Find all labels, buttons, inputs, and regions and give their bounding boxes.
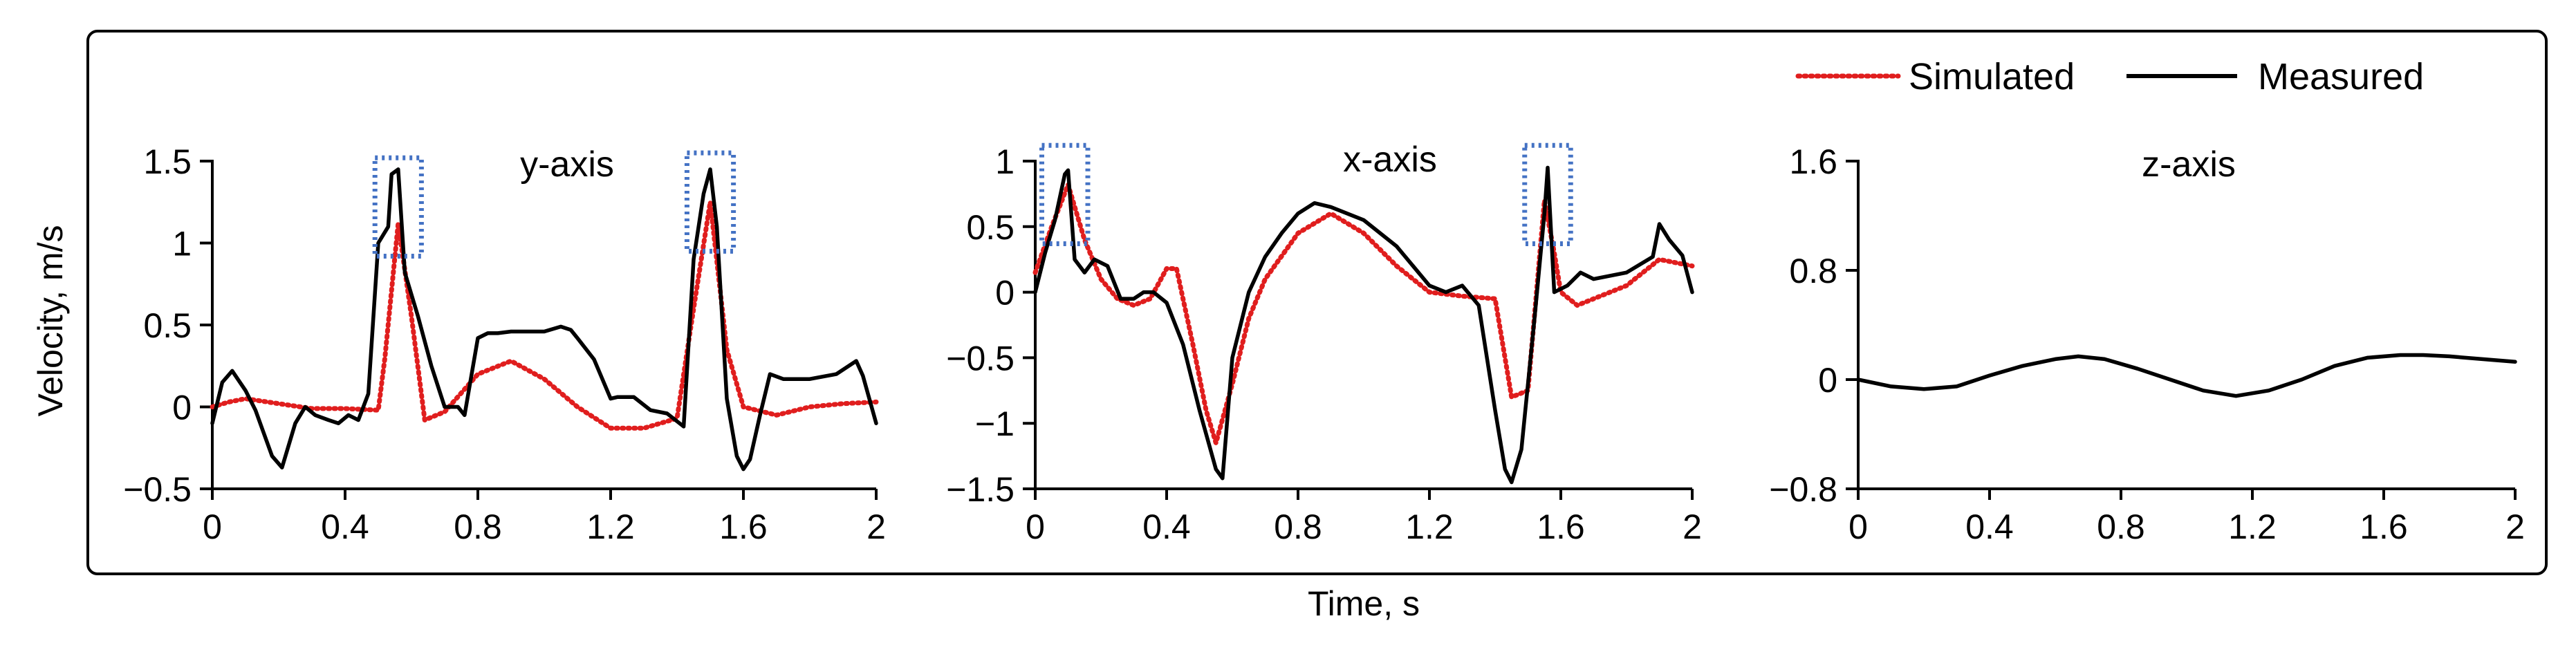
x-tick-label: 0: [1026, 507, 1045, 546]
legend: Simulated Measured: [1795, 56, 2424, 97]
y-tick-label: −0.5: [123, 470, 192, 509]
x-tick-label: 1.6: [1537, 507, 1585, 546]
highlight-box: [1522, 142, 1573, 246]
y-tick-label: 0: [995, 274, 1014, 313]
x-tick-label: 1.6: [2360, 507, 2408, 546]
y-tick-label: 0: [1818, 361, 1837, 400]
panel-y-axis: 0 0.4 0.8 1.2 1.6 2 −0.5 0 0.5 1 1.5 y-axis: [123, 142, 886, 546]
x-tick-label: 2: [867, 507, 886, 546]
x-tick-label: 1.2: [1405, 507, 1454, 546]
x-tick-label: 1.6: [719, 507, 768, 546]
x-tick-label: 1.2: [586, 507, 635, 546]
y-tick-label: 0.8: [1789, 252, 1837, 290]
x-tick-label: 2: [1683, 507, 1702, 546]
x-tick-label: 1.2: [2228, 507, 2277, 546]
x-tick-label: 0.4: [321, 507, 369, 546]
y-tick-label: −1: [975, 404, 1014, 443]
panel-title: x-axis: [1343, 140, 1437, 180]
y-tick-label: 0.5: [966, 208, 1014, 247]
highlight-box: [1039, 142, 1091, 246]
figure-frame: [86, 30, 2548, 575]
x-tick-label: 2: [2505, 507, 2525, 546]
y-tick-label: −0.8: [1769, 470, 1837, 509]
x-tick-label: 0.8: [454, 507, 502, 546]
x-tick-label: 0.4: [1142, 507, 1191, 546]
highlight-box: [684, 150, 736, 254]
y-tick-label: 0.5: [143, 306, 192, 345]
y-tick-label: 0: [172, 389, 192, 427]
measured-series-line: [1856, 353, 2517, 398]
x-tick-label: 0: [203, 507, 222, 546]
panel-z-axis: 0 0.4 0.8 1.2 1.6 2 −0.8 0 0.8 1.6 z-axis: [1769, 142, 2525, 546]
x-tick-label: 0: [1848, 507, 1868, 546]
highlight-box: [372, 155, 424, 259]
x-axis-label: Time, s: [1308, 584, 1420, 623]
simulated-series-line: [210, 199, 879, 431]
panel-x-axis: 0 0.4 0.8 1.2 1.6 2 −1.5 −1 −0.5 0 0.5 1 x-axis: [946, 140, 1702, 546]
y-tick-label: −0.5: [946, 339, 1014, 378]
panel-title: y-axis: [520, 145, 614, 185]
y-tick-label: 1.6: [1789, 142, 1837, 181]
measured-series-line: [210, 167, 878, 472]
y-axis-label: Velocity, m/s: [31, 225, 70, 417]
legend-simulated-label: Simulated: [1909, 56, 2075, 97]
x-tick-label: 0.4: [1965, 507, 2014, 546]
y-tick-label: 1: [995, 142, 1014, 181]
legend-measured-label: Measured: [2258, 56, 2424, 97]
y-tick-label: 1.5: [143, 142, 192, 181]
x-tick-label: 0.8: [1274, 507, 1322, 546]
panel-title: z-axis: [2142, 145, 2236, 185]
measured-series-line: [1033, 165, 1694, 485]
y-tick-label: −1.5: [946, 470, 1014, 509]
y-tick-label: 1: [172, 225, 192, 263]
x-tick-label: 0.8: [2097, 507, 2145, 546]
simulated-series-line: [1032, 182, 1695, 446]
